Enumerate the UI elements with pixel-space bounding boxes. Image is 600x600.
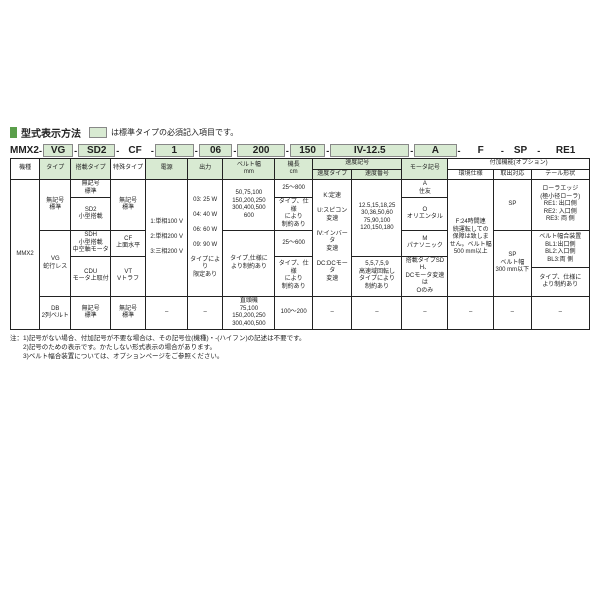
c-d4: – [352, 297, 402, 330]
h-speed-type: 速度タイプ [312, 169, 352, 180]
c-motor-m: Mパナソニック [402, 231, 448, 257]
c-db: DB2列ベルト [40, 297, 71, 330]
section-title: 型式表示方法 [21, 125, 81, 140]
h-tail: テール形状 [531, 169, 589, 180]
c-belt-a: 50,75,100150,200,250300,400,500600 [223, 180, 275, 231]
model-seg-1: VG [43, 144, 73, 157]
c-speedtype: K:定速U:スピコン変速IV:インバータ変速DC:DCモータ変速 [312, 180, 352, 297]
note-2: 2)記号のための表示です。かたしない形式表示の場合があります。 [10, 343, 590, 352]
h-takeout: 取出対応 [494, 169, 531, 180]
h-belt: ベルト幅mm [223, 159, 275, 180]
c-speedno-a: 12.5,15,18,2530,36,50,6075,90,100120,150… [352, 180, 402, 257]
model-seg-11: SP [505, 143, 536, 158]
c-tail-b: ベルト幅合装置BL1:出口側BL2:入口側BL3:両 側 [531, 231, 589, 268]
c-cf: CF上面水平 [110, 231, 145, 257]
spec-table: 機種 タイプ 搭載タイプ 特殊タイプ 電源 出力 ベルト幅mm 機長cm 速度記… [10, 158, 590, 330]
model-seg-8: IV-12.5 [330, 144, 409, 157]
c-sd-std: 無記号標準 [71, 180, 111, 198]
c-d6: – [448, 297, 494, 330]
c-len-b: タイプ、仕様により制約あり [275, 198, 312, 231]
c-sp-a: SP [494, 180, 531, 231]
c-len-d: タイプ、仕様により制約あり [275, 256, 312, 297]
title-row: 型式表示方法 は標準タイプの必須記入項目です。 [10, 125, 590, 140]
note-1: 注：1)記号がない場合、付加記号が不要な場合は、その記号位(機種)・-(ハイフン… [10, 334, 590, 343]
h-length: 機長cm [275, 159, 312, 180]
c-sp-std: 無記号標準 [110, 180, 145, 231]
c-motor-a: A住友 [402, 180, 448, 198]
h-machine: 機種 [11, 159, 40, 180]
c-vg: VG蛇行レス [40, 231, 71, 297]
c-d7: – [494, 297, 531, 330]
c-tail-a: ローラエッジ(極小径ローラ)RE1: 出口側RE2: 入口側RE3: 両 側 [531, 180, 589, 231]
h-power: 電源 [146, 159, 188, 180]
c-mmx2: MMX2 [11, 180, 40, 330]
h-env: 環境仕様 [448, 169, 494, 180]
title-note: は標準タイプの必須記入項目です。 [111, 127, 238, 138]
h-speed: 速度記号 [312, 159, 402, 170]
model-seg-2: SD2 [78, 144, 115, 157]
model-seg-9: A [414, 144, 456, 157]
model-seg-0: MMX2 [10, 143, 38, 158]
c-sd2: SD2小型搭載 [71, 198, 111, 231]
c-len-e: 100～200 [275, 297, 312, 330]
h-mount: 搭載タイプ [71, 159, 111, 180]
model-string-row: MMX2-VG-SD2-CF-1-06-200-150-IV-12.5-A-F-… [10, 143, 590, 158]
h-output: 出力 [187, 159, 222, 180]
model-seg-10: F [462, 143, 500, 158]
model-seg-5: 06 [199, 144, 233, 157]
c-vt: VTVトラフ [110, 256, 145, 297]
c-d8: – [531, 297, 589, 330]
c-belt-b: タイプ,仕様により制約あり [223, 231, 275, 297]
model-seg-6: 200 [237, 144, 285, 157]
legend-swatch [89, 127, 107, 138]
c-d1: – [146, 297, 188, 330]
c-output: 03: 25 W04: 40 W06: 60 W09: 90 Wタイプにより限定… [187, 180, 222, 297]
c-motor-o: Oオリエンタル [402, 198, 448, 231]
c-env: F:24時間連続運転しての保障は致しません。ベルト幅500 mm以上 [448, 180, 494, 297]
c-std3: 無記号標準 [110, 297, 145, 330]
model-seg-3: CF [120, 143, 150, 158]
c-cdu: CDUモータ上取付 [71, 256, 111, 297]
h-option: 付加機能(オプション) [448, 159, 590, 170]
c-d3: – [312, 297, 352, 330]
title-accent-bar [10, 127, 17, 138]
c-len-c: 25～600 [275, 231, 312, 257]
c-type-std: 無記号標準 [40, 180, 71, 231]
c-sdh: SDH小型搭載中空軸モータ [71, 231, 111, 257]
h-motor: モータ記号 [402, 159, 448, 180]
h-type: タイプ [40, 159, 71, 180]
c-sp-b: SPベルト幅300 mm以下 [494, 231, 531, 297]
model-seg-7: 150 [290, 144, 325, 157]
c-d2: – [187, 297, 222, 330]
note-3: 3)ベルト幅合装置については、オプションページをご参照ください。 [10, 352, 590, 361]
c-tail-c: タイプ、仕様により制約あり [531, 268, 589, 297]
model-seg-12: RE1 [541, 143, 590, 158]
c-speedno-b: 5,5,7,5,9高速域回転しタイプにより制約あり [352, 256, 402, 297]
c-belt-c: 直頭機75,100150,200,250300,400,500 [223, 297, 275, 330]
model-seg-4: 1 [155, 144, 194, 157]
c-motor-n: 搭載タイプSDH、DCモータ変速はOのみ [402, 256, 448, 297]
c-d5: – [402, 297, 448, 330]
c-len-a: 25～800 [275, 180, 312, 198]
h-special: 特殊タイプ [110, 159, 145, 180]
h-speed-no: 速度番号 [352, 169, 402, 180]
c-std2: 無記号標準 [71, 297, 111, 330]
footnotes: 注：1)記号がない場合、付加記号が不要な場合は、その記号位(機種)・-(ハイフン… [10, 334, 590, 361]
c-power: 1:単相100 V2:単相200 V3:三相200 V [146, 180, 188, 297]
